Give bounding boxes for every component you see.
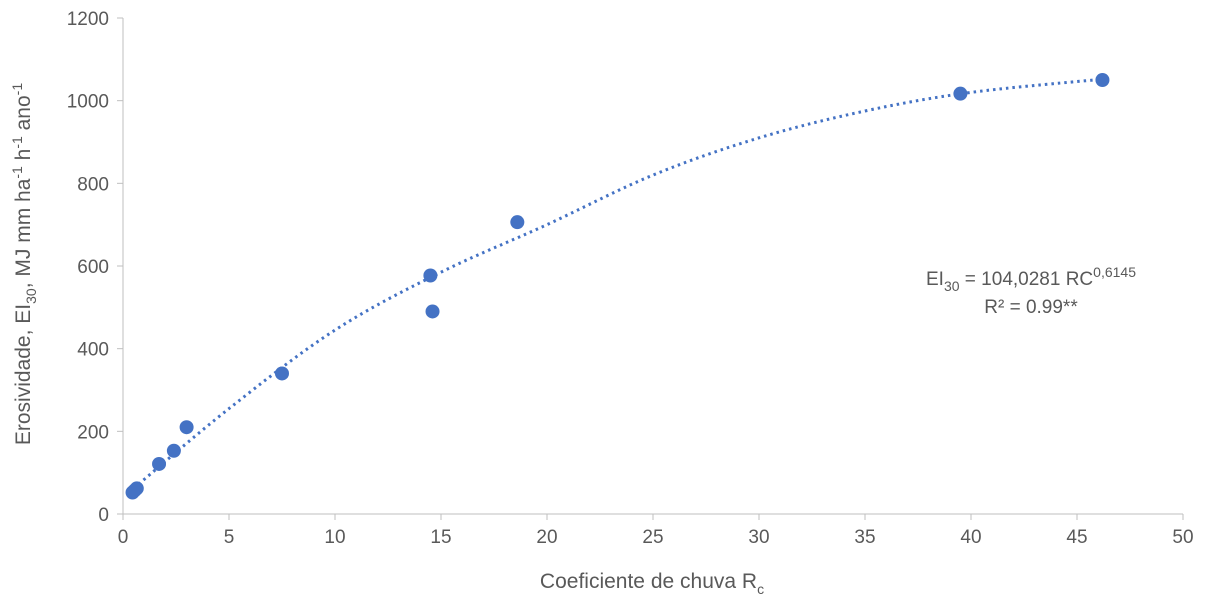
trendline-group — [132, 77, 1103, 490]
x-tick-label: 45 — [1066, 527, 1087, 548]
y-tick-label: 1200 — [67, 9, 109, 30]
y-tick-label: 800 — [77, 174, 109, 195]
x-tick-label: 15 — [430, 527, 451, 548]
r-squared-label: R² = 0.99** — [984, 297, 1078, 318]
power-trendline — [132, 77, 1103, 490]
y-tick-label: 600 — [77, 257, 109, 278]
data-point — [275, 366, 289, 381]
y-tick-label: 1000 — [67, 92, 109, 113]
x-tick-label: 35 — [854, 527, 875, 548]
x-axis-title-subscript: c — [757, 581, 764, 597]
y-tick-label: 0 — [98, 505, 109, 526]
data-point — [152, 456, 167, 471]
x-tick-label: 25 — [642, 527, 663, 548]
regression-equation: EI30 = 104,0281 RC0,6145 — [926, 264, 1136, 294]
x-tick-label: 30 — [748, 527, 769, 548]
data-point — [510, 215, 525, 230]
x-axis-title: Coeficiente de chuva Rc — [540, 570, 764, 597]
data-point — [1095, 73, 1110, 87]
x-tick-label: 50 — [1172, 527, 1193, 548]
y-axis-title: Erosividade, EI30, MJ mm ha-1 h-1 ano-1 — [9, 83, 39, 445]
y-axis-ticks: 0 200 400 600 800 1000 1200 — [67, 9, 123, 526]
y-tick-label: 400 — [77, 340, 109, 361]
x-tick-label: 0 — [118, 527, 129, 548]
data-points — [125, 73, 1110, 500]
x-tick-label: 10 — [324, 527, 345, 548]
data-point — [425, 304, 440, 319]
x-tick-label: 5 — [224, 527, 235, 548]
x-tick-label: 20 — [536, 527, 557, 548]
data-point — [129, 481, 144, 496]
data-point — [423, 268, 438, 283]
x-tick-label: 40 — [960, 527, 981, 548]
x-axis-ticks: 0 5 10 15 20 25 30 35 40 45 50 — [118, 514, 1194, 548]
data-point — [166, 443, 181, 458]
axes — [122, 18, 1183, 515]
data-point — [179, 420, 194, 435]
y-tick-label: 200 — [77, 422, 109, 443]
data-point — [953, 86, 968, 101]
